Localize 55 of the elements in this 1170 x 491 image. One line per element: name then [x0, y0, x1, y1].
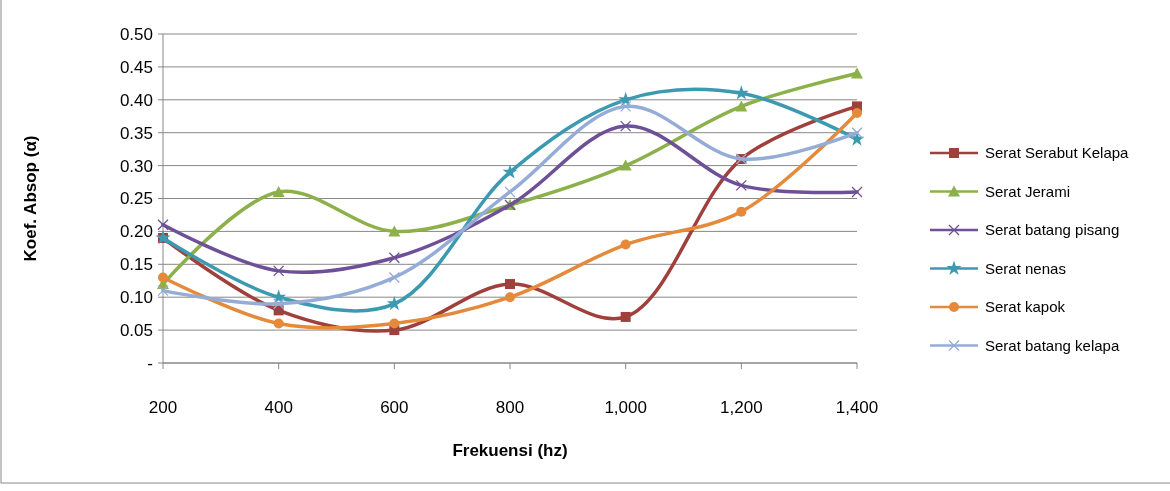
point [273, 318, 284, 329]
point [505, 279, 515, 290]
y-axis-title: Koef. Absop (α) [21, 135, 40, 262]
y-tick-label: 0.40 [119, 90, 153, 110]
x-axis-title: Frekuensi (hz) [452, 441, 568, 460]
y-tick-label: 0.20 [119, 222, 153, 242]
x-tick-label: 800 [495, 398, 525, 417]
y-tick-label: 0.10 [119, 288, 153, 308]
y-tick-label: 0.25 [119, 189, 153, 209]
x-tick-label: 1,000 [604, 398, 647, 417]
legend-label: Serat Serabut Kelapa [985, 144, 1130, 162]
point [733, 85, 749, 100]
point [735, 100, 748, 112]
point [735, 179, 747, 191]
legend-label: Serat kapok [985, 298, 1066, 316]
point [620, 120, 632, 132]
x-tick-label: 1,400 [835, 398, 879, 417]
y-tick-label: - [147, 353, 153, 373]
y-tick-label: 0.30 [119, 156, 153, 176]
point [389, 318, 400, 329]
point [388, 225, 401, 237]
x-tick-label: 200 [148, 398, 178, 417]
point [619, 159, 632, 171]
point [851, 186, 863, 198]
x-tick-label: 1,200 [720, 398, 763, 417]
y-tick-label: 0.15 [119, 255, 153, 275]
legend-label: Serat batang kelapa [985, 336, 1120, 354]
point [851, 127, 863, 139]
point [852, 107, 862, 118]
point [273, 265, 285, 277]
point [620, 311, 631, 322]
legend-label: Serat nenas [985, 259, 1066, 277]
y-tick-label: 0.45 [119, 57, 153, 77]
point [620, 239, 631, 250]
point [158, 272, 168, 283]
point [736, 206, 747, 217]
legend-label: Serat batang pisang [985, 221, 1120, 239]
point [386, 295, 402, 311]
point [851, 67, 863, 79]
y-tick-label: 0.50 [119, 24, 153, 44]
point [157, 219, 169, 231]
y-tick-label: 0.05 [119, 321, 153, 341]
point [388, 252, 400, 264]
y-tick-label: 0.35 [119, 123, 153, 143]
point [502, 164, 518, 179]
point [273, 298, 285, 310]
legend-label: Serat Jerami [985, 182, 1071, 200]
point [620, 100, 632, 113]
point [504, 186, 516, 198]
point [388, 271, 400, 284]
point [157, 284, 169, 297]
point [505, 292, 515, 303]
x-tick-label: 400 [264, 398, 293, 417]
x-tick-label: 600 [380, 398, 409, 417]
point [272, 185, 285, 197]
